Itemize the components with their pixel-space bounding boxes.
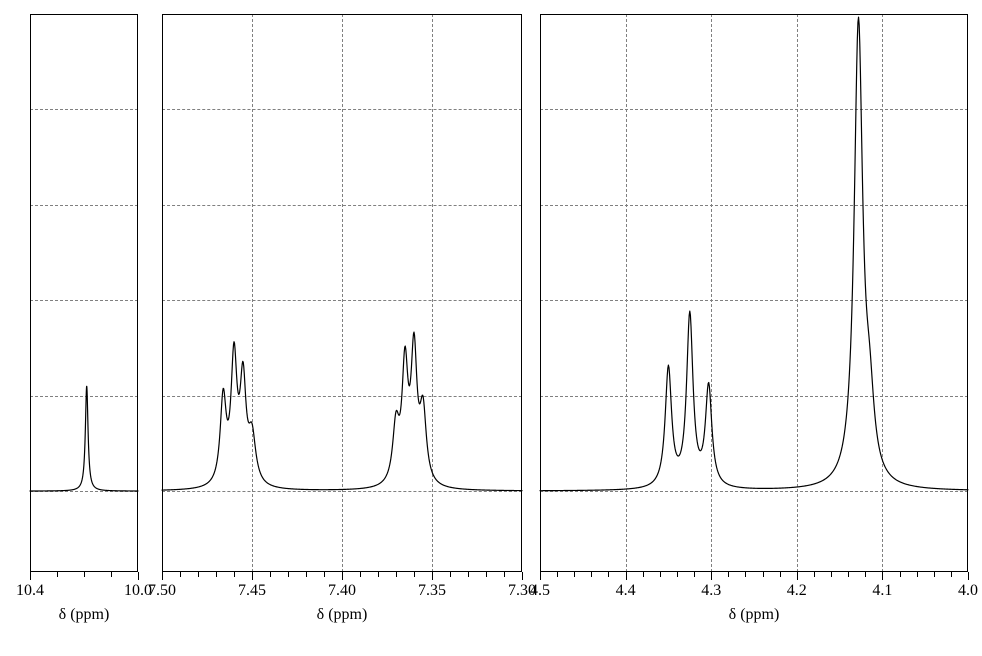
x-tick-minor <box>591 572 592 577</box>
x-tick-minor <box>557 572 558 577</box>
x-tick-minor <box>745 572 746 577</box>
spectrum-panel-b: 7.507.457.407.357.30 δ (ppm) <box>162 14 522 572</box>
x-axis-ticks <box>540 572 968 580</box>
x-tick-major <box>342 572 343 580</box>
x-tick-label: 7.30 <box>508 582 536 600</box>
x-tick-label: 10.4 <box>16 582 44 600</box>
x-tick-minor <box>660 572 661 577</box>
x-tick-major <box>540 572 541 580</box>
x-tick-major <box>711 572 712 580</box>
x-tick-major <box>968 572 969 580</box>
x-tick-label: 4.4 <box>616 582 636 600</box>
x-axis-tick-labels: 10.410.0 <box>30 582 138 602</box>
x-axis-tick-labels: 7.507.457.407.357.30 <box>162 582 522 602</box>
x-tick-label: 4.1 <box>872 582 892 600</box>
x-tick-minor <box>865 572 866 577</box>
x-tick-minor <box>643 572 644 577</box>
x-tick-minor <box>486 572 487 577</box>
x-tick-minor <box>468 572 469 577</box>
x-tick-minor <box>900 572 901 577</box>
x-axis-label: δ (ppm) <box>729 606 780 624</box>
x-tick-minor <box>396 572 397 577</box>
x-tick-minor <box>324 572 325 577</box>
x-tick-minor <box>111 572 112 577</box>
x-tick-minor <box>848 572 849 577</box>
x-tick-minor <box>84 572 85 577</box>
x-axis-ticks <box>30 572 138 580</box>
x-tick-minor <box>306 572 307 577</box>
spectrum-panel-a: 10.410.0 δ (ppm) <box>30 14 138 572</box>
x-tick-minor <box>934 572 935 577</box>
x-tick-minor <box>414 572 415 577</box>
x-tick-major <box>432 572 433 580</box>
x-axis-tick-labels: 4.54.44.34.24.14.0 <box>540 582 968 602</box>
x-tick-major <box>797 572 798 580</box>
plot-area <box>30 14 138 572</box>
x-tick-label: 10.0 <box>124 582 152 600</box>
x-tick-minor <box>57 572 58 577</box>
x-axis-label: δ (ppm) <box>317 606 368 624</box>
x-tick-minor <box>378 572 379 577</box>
x-tick-major <box>138 572 139 580</box>
x-tick-minor <box>780 572 781 577</box>
x-tick-minor <box>574 572 575 577</box>
x-tick-label: 4.3 <box>701 582 721 600</box>
spectrum-trace <box>540 14 968 572</box>
x-tick-major <box>522 572 523 580</box>
x-axis-ticks <box>162 572 522 580</box>
x-tick-label: 4.5 <box>530 582 550 600</box>
x-tick-label: 7.40 <box>328 582 356 600</box>
x-tick-label: 4.2 <box>787 582 807 600</box>
x-tick-label: 4.0 <box>958 582 978 600</box>
x-tick-label: 7.50 <box>148 582 176 600</box>
x-tick-minor <box>450 572 451 577</box>
x-tick-major <box>882 572 883 580</box>
spectrum-trace <box>162 14 522 572</box>
x-tick-minor <box>180 572 181 577</box>
x-tick-minor <box>694 572 695 577</box>
plot-area <box>540 14 968 572</box>
x-tick-minor <box>288 572 289 577</box>
x-tick-minor <box>728 572 729 577</box>
x-tick-major <box>626 572 627 580</box>
x-tick-minor <box>608 572 609 577</box>
x-tick-label: 7.45 <box>238 582 266 600</box>
x-tick-minor <box>917 572 918 577</box>
x-tick-minor <box>814 572 815 577</box>
x-tick-minor <box>763 572 764 577</box>
x-tick-minor <box>216 572 217 577</box>
plot-area <box>162 14 522 572</box>
x-tick-major <box>252 572 253 580</box>
x-tick-minor <box>270 572 271 577</box>
x-tick-major <box>162 572 163 580</box>
x-tick-minor <box>360 572 361 577</box>
x-tick-minor <box>198 572 199 577</box>
x-tick-minor <box>677 572 678 577</box>
x-tick-minor <box>831 572 832 577</box>
nmr-spectrum-figure: 10.410.0 δ (ppm) 7.507.457.407.357.30 δ … <box>0 0 982 656</box>
x-tick-minor <box>951 572 952 577</box>
x-axis-label: δ (ppm) <box>59 606 110 624</box>
x-tick-label: 7.35 <box>418 582 446 600</box>
x-tick-minor <box>234 572 235 577</box>
x-tick-minor <box>504 572 505 577</box>
spectrum-panel-c: 4.54.44.34.24.14.0 δ (ppm) <box>540 14 968 572</box>
spectrum-trace <box>30 14 138 572</box>
x-tick-major <box>30 572 31 580</box>
